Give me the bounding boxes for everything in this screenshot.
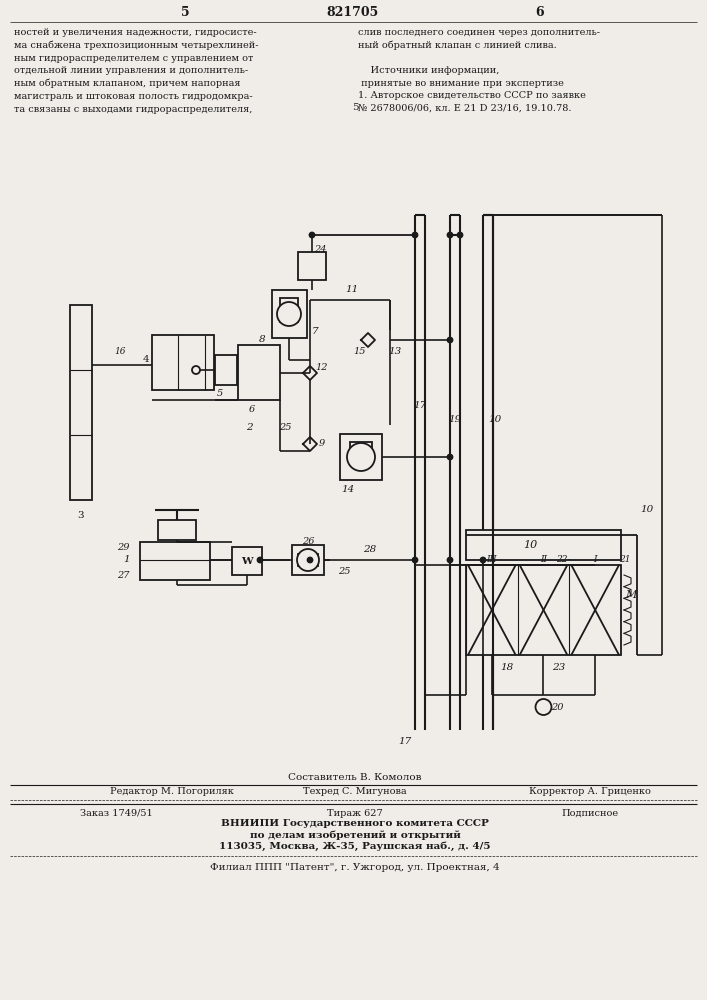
Circle shape bbox=[448, 232, 452, 237]
Text: слив последнего соединен через дополнитель-
ный обратный клапан с линией слива.
: слив последнего соединен через дополните… bbox=[358, 28, 600, 113]
Bar bbox=[298, 554, 318, 566]
Circle shape bbox=[448, 454, 452, 460]
Text: по делам изобретений и открытий: по делам изобретений и открытий bbox=[250, 830, 460, 840]
Text: 28: 28 bbox=[363, 546, 377, 554]
Bar bbox=[152, 335, 214, 390]
Text: II: II bbox=[540, 556, 547, 564]
Text: 23: 23 bbox=[552, 662, 566, 672]
Circle shape bbox=[308, 558, 312, 562]
Circle shape bbox=[535, 699, 551, 715]
Text: I: I bbox=[593, 556, 597, 564]
Bar bbox=[466, 565, 621, 655]
Text: 15: 15 bbox=[354, 348, 366, 357]
Circle shape bbox=[412, 232, 418, 237]
Text: 4: 4 bbox=[143, 356, 150, 364]
Text: 821705: 821705 bbox=[327, 5, 379, 18]
Text: 25: 25 bbox=[338, 568, 350, 576]
Text: 18: 18 bbox=[501, 662, 514, 672]
Circle shape bbox=[277, 302, 301, 326]
Text: Корректор А. Гриценко: Корректор А. Гриценко bbox=[529, 788, 651, 796]
Text: 7: 7 bbox=[312, 328, 318, 336]
Text: Техред С. Мигунова: Техред С. Мигунова bbox=[303, 788, 407, 796]
Circle shape bbox=[257, 558, 262, 562]
Text: 9: 9 bbox=[319, 440, 325, 448]
Bar bbox=[350, 442, 372, 451]
Bar bbox=[158, 520, 196, 540]
Bar bbox=[298, 252, 326, 280]
Text: 5: 5 bbox=[181, 5, 189, 18]
Text: 22-: 22- bbox=[556, 556, 571, 564]
Bar bbox=[292, 545, 324, 575]
Text: 5: 5 bbox=[351, 103, 358, 111]
Circle shape bbox=[310, 232, 315, 237]
Text: 17: 17 bbox=[398, 738, 411, 746]
Circle shape bbox=[347, 443, 375, 471]
Text: 27: 27 bbox=[117, 570, 130, 580]
Text: Подписное: Подписное bbox=[561, 808, 619, 818]
Circle shape bbox=[192, 366, 200, 374]
Text: W: W bbox=[241, 556, 253, 566]
Text: 10: 10 bbox=[523, 540, 537, 550]
Text: Тираж 627: Тираж 627 bbox=[327, 808, 383, 818]
Text: 12: 12 bbox=[316, 363, 328, 372]
Text: 20: 20 bbox=[551, 702, 563, 712]
Circle shape bbox=[448, 338, 452, 342]
Text: 26: 26 bbox=[302, 536, 314, 546]
Text: 1: 1 bbox=[124, 556, 130, 564]
Text: 10: 10 bbox=[489, 416, 502, 424]
Text: 5: 5 bbox=[217, 388, 223, 397]
Text: Филиал ППП "Патент", г. Ужгород, ул. Проектная, 4: Филиал ППП "Патент", г. Ужгород, ул. Про… bbox=[210, 862, 500, 871]
Text: 21: 21 bbox=[619, 556, 631, 564]
Circle shape bbox=[457, 232, 462, 237]
Bar bbox=[232, 547, 262, 575]
Text: 16: 16 bbox=[115, 348, 126, 357]
Text: 113035, Москва, Ж-35, Раушская наб., д. 4/5: 113035, Москва, Ж-35, Раушская наб., д. … bbox=[219, 841, 491, 851]
Text: 13: 13 bbox=[388, 348, 402, 357]
Bar bbox=[280, 298, 298, 308]
Text: III: III bbox=[486, 556, 497, 564]
Text: M: M bbox=[625, 590, 637, 600]
Circle shape bbox=[481, 558, 486, 562]
Text: 3: 3 bbox=[78, 510, 84, 520]
Text: 19: 19 bbox=[448, 416, 462, 424]
Circle shape bbox=[412, 558, 418, 562]
Text: 25: 25 bbox=[279, 424, 291, 432]
Bar bbox=[215, 355, 237, 385]
Text: 8: 8 bbox=[259, 336, 265, 344]
Text: 6: 6 bbox=[249, 406, 255, 414]
Bar bbox=[280, 312, 298, 322]
Text: ностей и увеличения надежности, гидросисте-
ма снабжена трехпозиционным четырехл: ностей и увеличения надежности, гидросис… bbox=[14, 28, 259, 113]
Bar bbox=[70, 305, 92, 500]
Text: 2: 2 bbox=[246, 424, 252, 432]
Bar bbox=[140, 542, 210, 580]
Text: Составитель В. Комолов: Составитель В. Комолов bbox=[288, 774, 422, 782]
Text: 10: 10 bbox=[641, 506, 654, 514]
Bar bbox=[350, 454, 372, 463]
Text: 14: 14 bbox=[341, 486, 355, 494]
Text: ВНИИПИ Государственного комитета СССР: ВНИИПИ Государственного комитета СССР bbox=[221, 820, 489, 828]
Circle shape bbox=[448, 558, 452, 562]
Circle shape bbox=[297, 549, 319, 571]
Bar bbox=[466, 530, 621, 560]
Bar bbox=[272, 290, 307, 338]
Text: 17: 17 bbox=[414, 400, 426, 410]
Bar bbox=[340, 434, 382, 480]
Text: Заказ 1749/51: Заказ 1749/51 bbox=[80, 808, 153, 818]
Text: 24: 24 bbox=[314, 245, 326, 254]
Bar bbox=[238, 345, 280, 400]
Text: 11: 11 bbox=[346, 286, 358, 294]
Text: 29: 29 bbox=[117, 544, 130, 552]
Text: Редактор М. Погориляк: Редактор М. Погориляк bbox=[110, 788, 234, 796]
Text: 6: 6 bbox=[536, 5, 544, 18]
